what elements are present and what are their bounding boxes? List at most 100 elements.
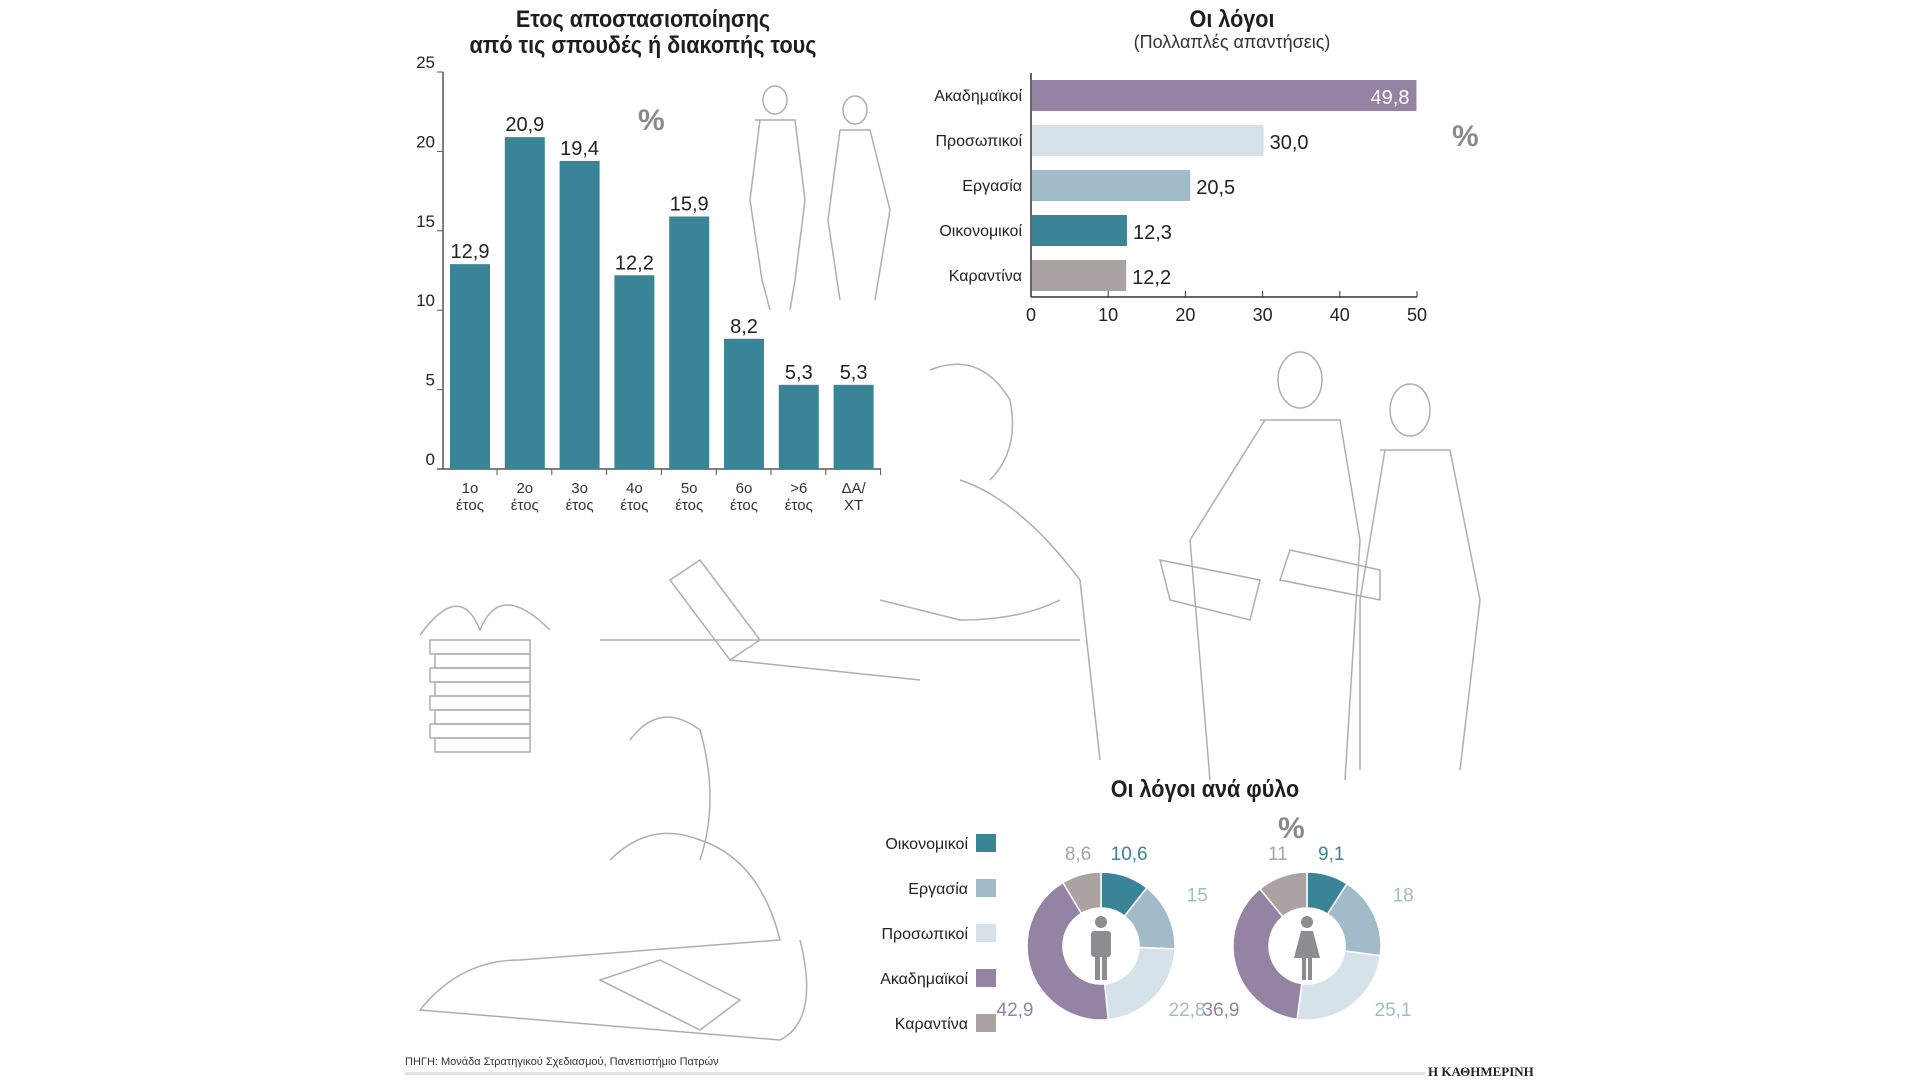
bar xyxy=(1032,125,1264,156)
year-chart: 051015202512,91οέτος20,92οέτος19,43οέτος… xyxy=(416,53,882,514)
legend-label: Προσωπικοί xyxy=(881,926,968,943)
gender-chart-unit: % xyxy=(1278,812,1305,845)
legend-swatch xyxy=(976,969,996,987)
bar-value-label: 5,3 xyxy=(785,362,813,384)
donut-value-label: 10,6 xyxy=(1111,844,1148,865)
legend-swatch xyxy=(976,1014,996,1032)
reasons-chart-title: Οι λόγοι xyxy=(1189,6,1275,33)
bar xyxy=(450,264,490,469)
donut-value-label: 15 xyxy=(1187,886,1208,907)
legend-label: Καραντίνα xyxy=(895,1016,968,1033)
bar-value-label: 20,9 xyxy=(505,114,544,136)
x-tick-label: 40 xyxy=(1330,305,1350,325)
leg-icon xyxy=(1308,958,1312,980)
leg-icon xyxy=(1302,958,1306,980)
leg-icon xyxy=(1095,954,1100,980)
gender-chart-title: Οι λόγοι ανά φύλο xyxy=(1110,776,1300,803)
footer-divider xyxy=(405,1072,1425,1075)
head-icon xyxy=(1301,916,1313,928)
x-tick-label: έτος xyxy=(785,497,813,514)
category-label: Καραντίνα xyxy=(949,268,1022,285)
donut-segment xyxy=(1103,946,1176,1021)
donut-segment xyxy=(1296,950,1382,1021)
donut-segment xyxy=(1026,881,1110,1021)
reasons-chart: 0 10 20 30 40 50 Ακαδημαϊκοί 49,8 Προσωπικοί 30,0… xyxy=(934,73,1427,325)
bar-value-label: 12,9 xyxy=(451,241,490,263)
x-tick-label: 50 xyxy=(1407,305,1427,325)
donut-value-label: 22,8 xyxy=(1169,1000,1206,1021)
legend-label: Οικονομικοί xyxy=(885,836,968,853)
x-tick-label: 0 xyxy=(1026,305,1036,325)
category-label: Ακαδημαϊκοί xyxy=(934,88,1022,105)
bar-value-label: 49,8 xyxy=(1371,87,1410,109)
x-tick-label: έτος xyxy=(456,497,484,514)
donut-value-label: 25,1 xyxy=(1375,1000,1412,1021)
bar-value-label: 8,2 xyxy=(730,316,758,338)
bar xyxy=(1032,80,1417,111)
category-label: Προσωπικοί xyxy=(935,133,1022,150)
donut-value-label: 18 xyxy=(1393,885,1414,906)
bar-value-label: 30,0 xyxy=(1270,132,1309,154)
category-label: Οικονομικοί xyxy=(939,223,1022,240)
donut-value-label: 11 xyxy=(1268,844,1288,865)
x-tick-label: 20 xyxy=(1175,305,1195,325)
reasons-chart-unit: % xyxy=(1452,120,1479,153)
year-chart-title: Ετος αποστασιοποίησης xyxy=(515,6,771,33)
donut-value-label: 42,9 xyxy=(997,1000,1034,1021)
x-tick-label: 10 xyxy=(1098,305,1118,325)
y-tick-label: 0 xyxy=(426,450,435,469)
legend-label: Ακαδημαϊκοί xyxy=(880,971,968,988)
person-laptop-sketch-icon xyxy=(600,363,1101,761)
bar-value-label: 12,2 xyxy=(615,252,654,274)
x-tick-label: έτος xyxy=(730,497,758,514)
x-tick-label: 2ο xyxy=(516,480,533,497)
legend-label: Εργασία xyxy=(908,881,968,898)
x-tick-label: ΧΤ xyxy=(844,497,863,514)
bar-value-label: 19,4 xyxy=(560,138,599,160)
legend-swatch xyxy=(976,834,996,852)
standing-students-sketch-icon xyxy=(1158,351,1481,781)
x-tick-label: >6 xyxy=(790,480,807,497)
donut-segment xyxy=(1061,871,1102,915)
x-tick-label: 1ο xyxy=(462,480,479,497)
y-tick-label: 15 xyxy=(416,212,435,231)
bar-value-label: 12,2 xyxy=(1132,267,1171,289)
bar xyxy=(669,216,710,469)
bar xyxy=(1032,260,1127,291)
book-stack-sketch-icon xyxy=(419,604,551,753)
donut-value-label: 8,6 xyxy=(1065,844,1091,865)
x-tick-label: ΔΑ/ xyxy=(841,480,866,497)
legend-swatch xyxy=(976,924,996,942)
bar-value-label: 15,9 xyxy=(670,194,709,216)
category-label: Εργασία xyxy=(962,178,1022,195)
bar xyxy=(833,384,874,469)
x-tick-label: 5ο xyxy=(681,480,698,497)
walking-students-sketch-icon xyxy=(749,85,891,311)
x-tick-label: έτος xyxy=(675,497,703,514)
x-tick-label: έτος xyxy=(511,497,539,514)
studying-girl-sketch-icon xyxy=(418,716,808,1041)
year-chart-subtitle: από τις σπουδές ή διακοπής τους xyxy=(469,32,817,59)
x-tick-label: 30 xyxy=(1253,305,1273,325)
year-chart-unit: % xyxy=(638,104,665,137)
bar-value-label: 5,3 xyxy=(840,362,868,384)
reasons-chart-subtitle: (Πολλαπλές απαντήσεις) xyxy=(1133,32,1331,52)
bar xyxy=(1032,170,1191,201)
gender-chart: Οικονομικοί Εργασία Προσωπικοί Ακαδημαϊκοί Κ… xyxy=(880,834,1414,1033)
source-note: ΠΗΓΗ: Μονάδα Στρατηγικού Σχεδιασμού, Παν… xyxy=(405,1056,719,1068)
bar xyxy=(724,338,764,469)
y-tick-label: 20 xyxy=(416,132,435,151)
x-tick-label: έτος xyxy=(620,497,648,514)
y-tick-label: 5 xyxy=(426,371,435,390)
bar xyxy=(614,275,655,469)
y-tick-label: 25 xyxy=(416,53,435,72)
bar xyxy=(778,384,819,469)
donut-segment xyxy=(1232,887,1303,1021)
bar-value-label: 12,3 xyxy=(1133,222,1172,244)
dress-icon xyxy=(1294,931,1320,958)
male-icon xyxy=(1091,916,1111,980)
x-tick-label: 6ο xyxy=(736,480,753,497)
bar xyxy=(559,160,600,470)
brand-logo: Η ΚΑΘΗΜΕΡΙΝΗ xyxy=(1428,1064,1534,1079)
donut-value-label: 36,9 xyxy=(1203,1000,1240,1021)
